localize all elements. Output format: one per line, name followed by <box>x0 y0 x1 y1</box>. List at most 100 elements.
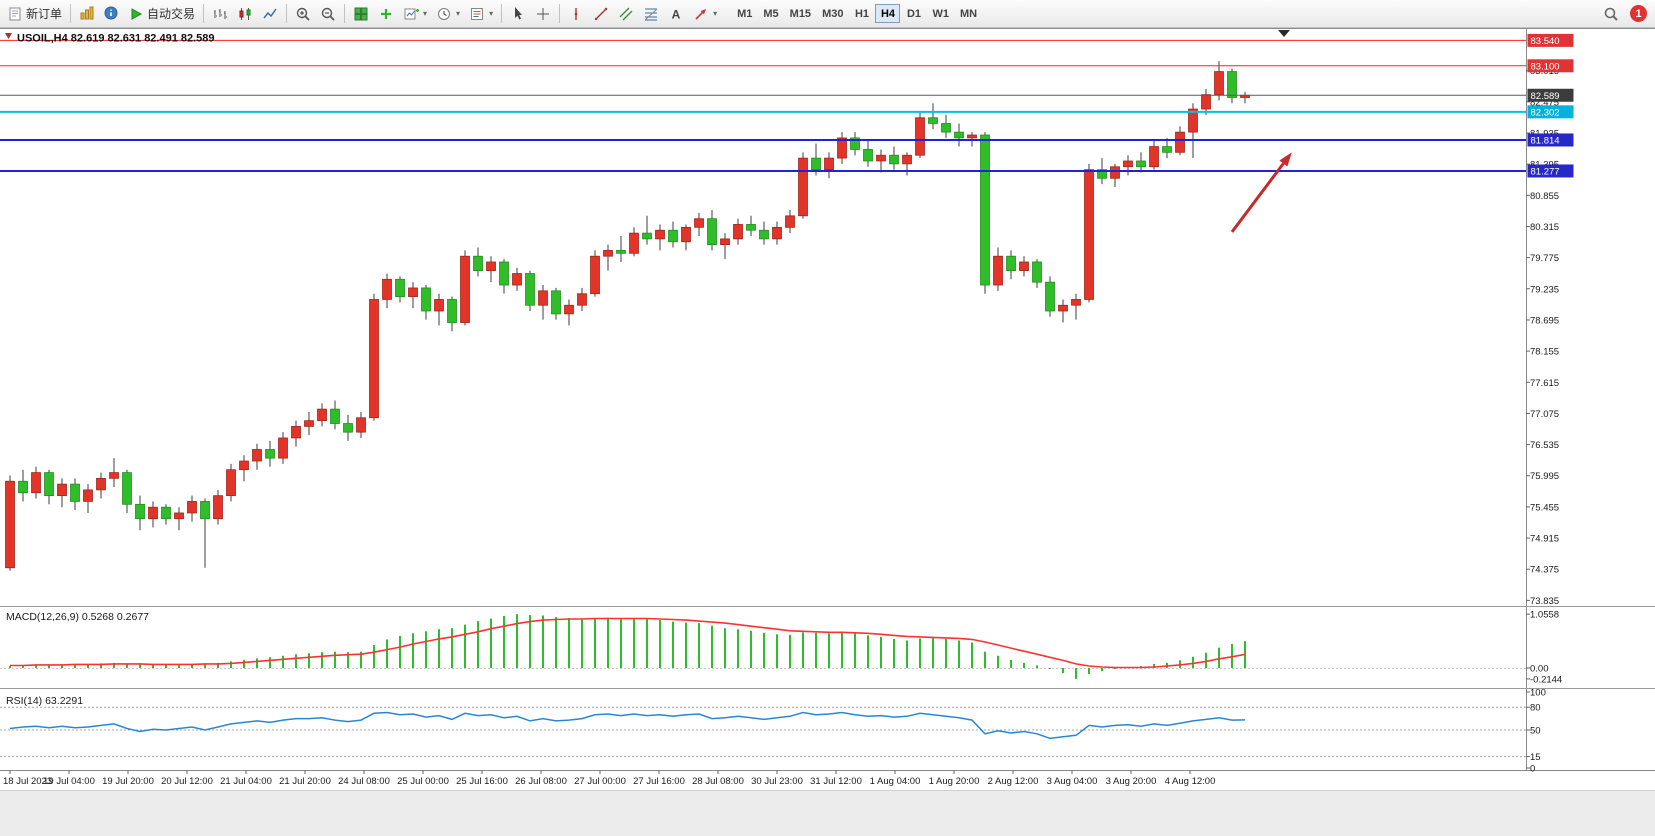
svg-text:19 Jul 04:00: 19 Jul 04:00 <box>43 776 95 787</box>
chevron-down-icon: ▾ <box>456 9 461 18</box>
notification-badge[interactable]: 1 <box>1630 5 1647 22</box>
svg-text:80.855: 80.855 <box>1530 191 1559 202</box>
timeframe-m15-button[interactable]: M15 <box>785 4 816 23</box>
text-button[interactable]: A <box>664 2 688 25</box>
price-badge-82.302[interactable]: 82.302 <box>1527 105 1574 119</box>
cursor-button[interactable] <box>506 2 530 25</box>
search-button[interactable] <box>1599 2 1623 25</box>
tile-windows-button[interactable] <box>349 2 373 25</box>
trendline-button[interactable] <box>589 2 613 25</box>
chart-title: USOIL,H4 82.619 82.631 82.491 82.589 <box>17 33 215 45</box>
arrows-tool-button[interactable]: ▾ <box>689 2 721 25</box>
text-icon: A <box>668 6 684 22</box>
current-price-badge[interactable]: 82.589 <box>1527 88 1574 102</box>
chevron-down-icon: ▾ <box>713 9 718 18</box>
svg-text:1 Aug 20:00: 1 Aug 20:00 <box>929 776 980 787</box>
price-badge-81.277[interactable]: 81.277 <box>1527 164 1574 178</box>
svg-text:80: 80 <box>1530 703 1541 714</box>
price-badge-83.100[interactable]: 83.100 <box>1527 59 1574 73</box>
candles-layer <box>5 61 1250 571</box>
fibonacci-icon <box>643 6 659 22</box>
svg-text:26 Jul 08:00: 26 Jul 08:00 <box>515 776 567 787</box>
vertical-line-button[interactable] <box>564 2 588 25</box>
timeframe-d1-button[interactable]: D1 <box>901 4 926 23</box>
timeframe-m5-button[interactable]: M5 <box>758 4 783 23</box>
chart-shift-marker[interactable] <box>1278 30 1290 37</box>
svg-text:78.695: 78.695 <box>1530 315 1559 326</box>
equidistant-channel-button[interactable] <box>614 2 638 25</box>
svg-text:28 Jul 08:00: 28 Jul 08:00 <box>692 776 744 787</box>
chart-profiles-button[interactable] <box>75 1 99 24</box>
price-badge-83.540[interactable]: 83.540 <box>1527 33 1574 47</box>
chevron-down-icon: ▾ <box>489 9 494 18</box>
svg-text:18 Jul 2023: 18 Jul 2023 <box>3 776 52 787</box>
autotrading-label: 自动交易 <box>147 7 196 21</box>
svg-text:77.615: 77.615 <box>1530 378 1559 389</box>
chart-canvas[interactable]: USOIL,H4 82.619 82.631 82.491 82.589 MACD… <box>0 28 1655 790</box>
macd-signal-line <box>10 617 1246 669</box>
line-chart-icon <box>262 6 278 22</box>
timeframe-h4-button[interactable]: H4 <box>875 4 901 23</box>
svg-text:81.814: 81.814 <box>1531 135 1560 146</box>
svg-text:15: 15 <box>1530 752 1541 763</box>
timeframe-m30-button[interactable]: M30 <box>817 4 848 23</box>
svg-text:3 Aug 04:00: 3 Aug 04:00 <box>1047 776 1098 787</box>
new-order-button[interactable]: 新订单 <box>3 2 66 25</box>
indicators-icon <box>378 6 394 22</box>
svg-text:75.995: 75.995 <box>1530 471 1559 482</box>
periods-clock-icon <box>436 6 452 22</box>
svg-text:0: 0 <box>1530 764 1535 775</box>
svg-text:75.455: 75.455 <box>1530 502 1559 513</box>
toolbar: 新订单 自动交易 ▾ ▾ ▾ A ▾ M1 M5 M15 M30 H1 H4 D1 W1 MN 1 <box>0 0 1655 28</box>
new-order-icon <box>7 6 23 22</box>
timeframe-mn-button[interactable]: MN <box>955 4 982 23</box>
crosshair-button[interactable] <box>531 2 555 25</box>
templates-icon <box>469 6 485 22</box>
indicators-button[interactable] <box>374 2 398 25</box>
templates-button[interactable]: ▾ <box>465 2 497 25</box>
line-chart-button[interactable] <box>258 2 282 25</box>
toolbar-separator <box>70 4 72 23</box>
rsi-label: RSI(14) 63.2291 <box>6 695 83 707</box>
search-icon <box>1603 6 1619 22</box>
svg-text:82.302: 82.302 <box>1531 107 1560 118</box>
trend-arrow-annotation[interactable] <box>1230 152 1292 233</box>
zoom-in-icon <box>295 6 311 22</box>
periods-clock-button[interactable]: ▾ <box>432 2 464 25</box>
toolbar-separator <box>501 4 503 23</box>
price-badge-81.814[interactable]: 81.814 <box>1527 133 1574 147</box>
svg-text:21 Jul 20:00: 21 Jul 20:00 <box>279 776 331 787</box>
data-window-button[interactable] <box>99 1 123 24</box>
toolbar-pre-group <box>75 1 123 26</box>
svg-text:4 Aug 12:00: 4 Aug 12:00 <box>1165 776 1216 787</box>
svg-text:82.475: 82.475 <box>1530 97 1559 108</box>
svg-text:0.00: 0.00 <box>1530 664 1549 675</box>
toolbar-right: 1 <box>1599 2 1652 25</box>
timeframe-m1-button[interactable]: M1 <box>732 4 757 23</box>
candlestick-button[interactable] <box>233 2 257 25</box>
zoom-out-button[interactable] <box>316 2 340 25</box>
svg-text:3 Aug 20:00: 3 Aug 20:00 <box>1106 776 1157 787</box>
tile-windows-icon <box>353 6 369 22</box>
svg-text:73.835: 73.835 <box>1530 596 1559 607</box>
window-bottom-strip <box>0 790 1655 836</box>
data-window-icon <box>103 5 119 21</box>
svg-text:80.315: 80.315 <box>1530 222 1559 233</box>
fibonacci-button[interactable] <box>639 2 663 25</box>
crosshair-icon <box>535 6 551 22</box>
cursor-icon <box>510 6 526 22</box>
timeframe-h1-button[interactable]: H1 <box>849 4 874 23</box>
rsi-panel: RSI(14) 63.2291 <box>0 695 1526 758</box>
bar-chart-button[interactable] <box>208 2 232 25</box>
autotrading-button[interactable]: 自动交易 <box>124 2 199 25</box>
svg-text:1.0558: 1.0558 <box>1530 610 1559 621</box>
timeframe-w1-button[interactable]: W1 <box>927 4 954 23</box>
zoom-in-button[interactable] <box>291 2 315 25</box>
svg-text:79.775: 79.775 <box>1530 253 1559 264</box>
svg-text:50: 50 <box>1530 726 1541 737</box>
svg-text:76.535: 76.535 <box>1530 440 1559 451</box>
new-chart-button[interactable]: ▾ <box>399 2 431 25</box>
timeframe-group: M1 M5 M15 M30 H1 H4 D1 W1 MN <box>732 4 982 23</box>
vertical-line-icon <box>568 6 584 22</box>
